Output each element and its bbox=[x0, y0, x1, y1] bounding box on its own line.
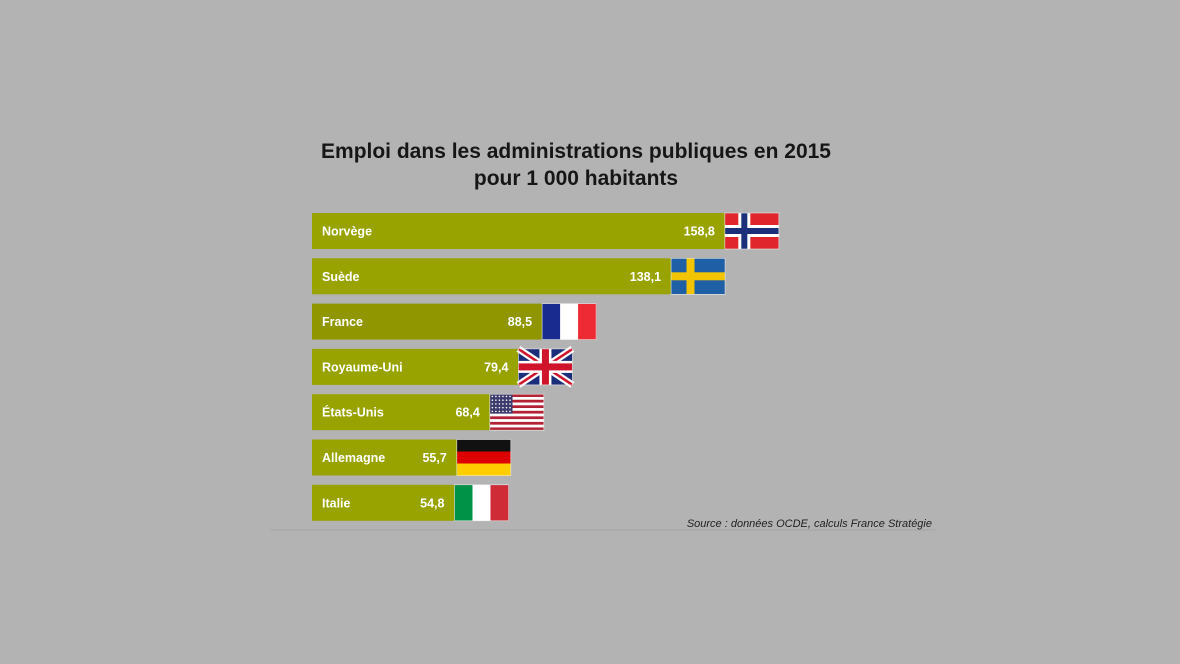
bar-group: Italie 54,8 bbox=[312, 484, 509, 522]
usa-flag-icon bbox=[489, 393, 545, 431]
bar bbox=[312, 394, 490, 431]
bar-group: Allemagne 55,7 bbox=[312, 439, 512, 476]
italy-flag-icon bbox=[454, 484, 509, 522]
bar-value-label: 68,4 bbox=[455, 406, 479, 420]
norway-flag-icon bbox=[724, 212, 780, 250]
bar-category-label: États-Unis bbox=[322, 405, 384, 420]
bar-value-label: 55,7 bbox=[422, 451, 446, 465]
bar bbox=[312, 348, 519, 385]
chart-title-line-2: pour 1 000 habitants bbox=[473, 167, 679, 190]
bar-category-label: Suède bbox=[322, 270, 360, 284]
bar bbox=[312, 303, 543, 340]
france-flag-icon bbox=[541, 303, 597, 340]
sweden-flag-icon bbox=[670, 257, 726, 295]
germany-flag-icon bbox=[456, 439, 512, 476]
bar bbox=[312, 439, 457, 476]
bar-category-label: France bbox=[322, 315, 363, 329]
bar-group: Suède 138,1 bbox=[312, 257, 726, 295]
bar-value-label: 138,1 bbox=[630, 270, 661, 284]
bar-group: Royaume-Uni 79,4 bbox=[312, 345, 575, 388]
bar bbox=[312, 484, 455, 521]
chart-title: Emploi dans les administrations publique… bbox=[0, 138, 1152, 192]
bar-value-label: 88,5 bbox=[508, 315, 532, 329]
source-note: Source : données OCDE, calculs France St… bbox=[686, 518, 932, 530]
chart-title-line-1: Emploi dans les administrations publique… bbox=[321, 140, 831, 163]
uk-flag-icon bbox=[516, 345, 575, 388]
bar-group: Norvège 158,8 bbox=[312, 212, 780, 250]
bar-category-label: Norvège bbox=[322, 225, 372, 239]
bar bbox=[312, 258, 672, 295]
bar-group: France 88,5 bbox=[312, 303, 597, 340]
bar-value-label: 79,4 bbox=[484, 360, 508, 374]
bar-category-label: Italie bbox=[322, 496, 351, 510]
bar-value-label: 54,8 bbox=[420, 496, 444, 510]
bar bbox=[312, 213, 725, 249]
bar-group: États-Unis 68,4 bbox=[312, 393, 545, 431]
bar-category-label: Royaume-Uni bbox=[322, 360, 403, 374]
bar-value-label: 158,8 bbox=[684, 225, 715, 239]
bar-category-label: Allemagne bbox=[322, 451, 385, 465]
